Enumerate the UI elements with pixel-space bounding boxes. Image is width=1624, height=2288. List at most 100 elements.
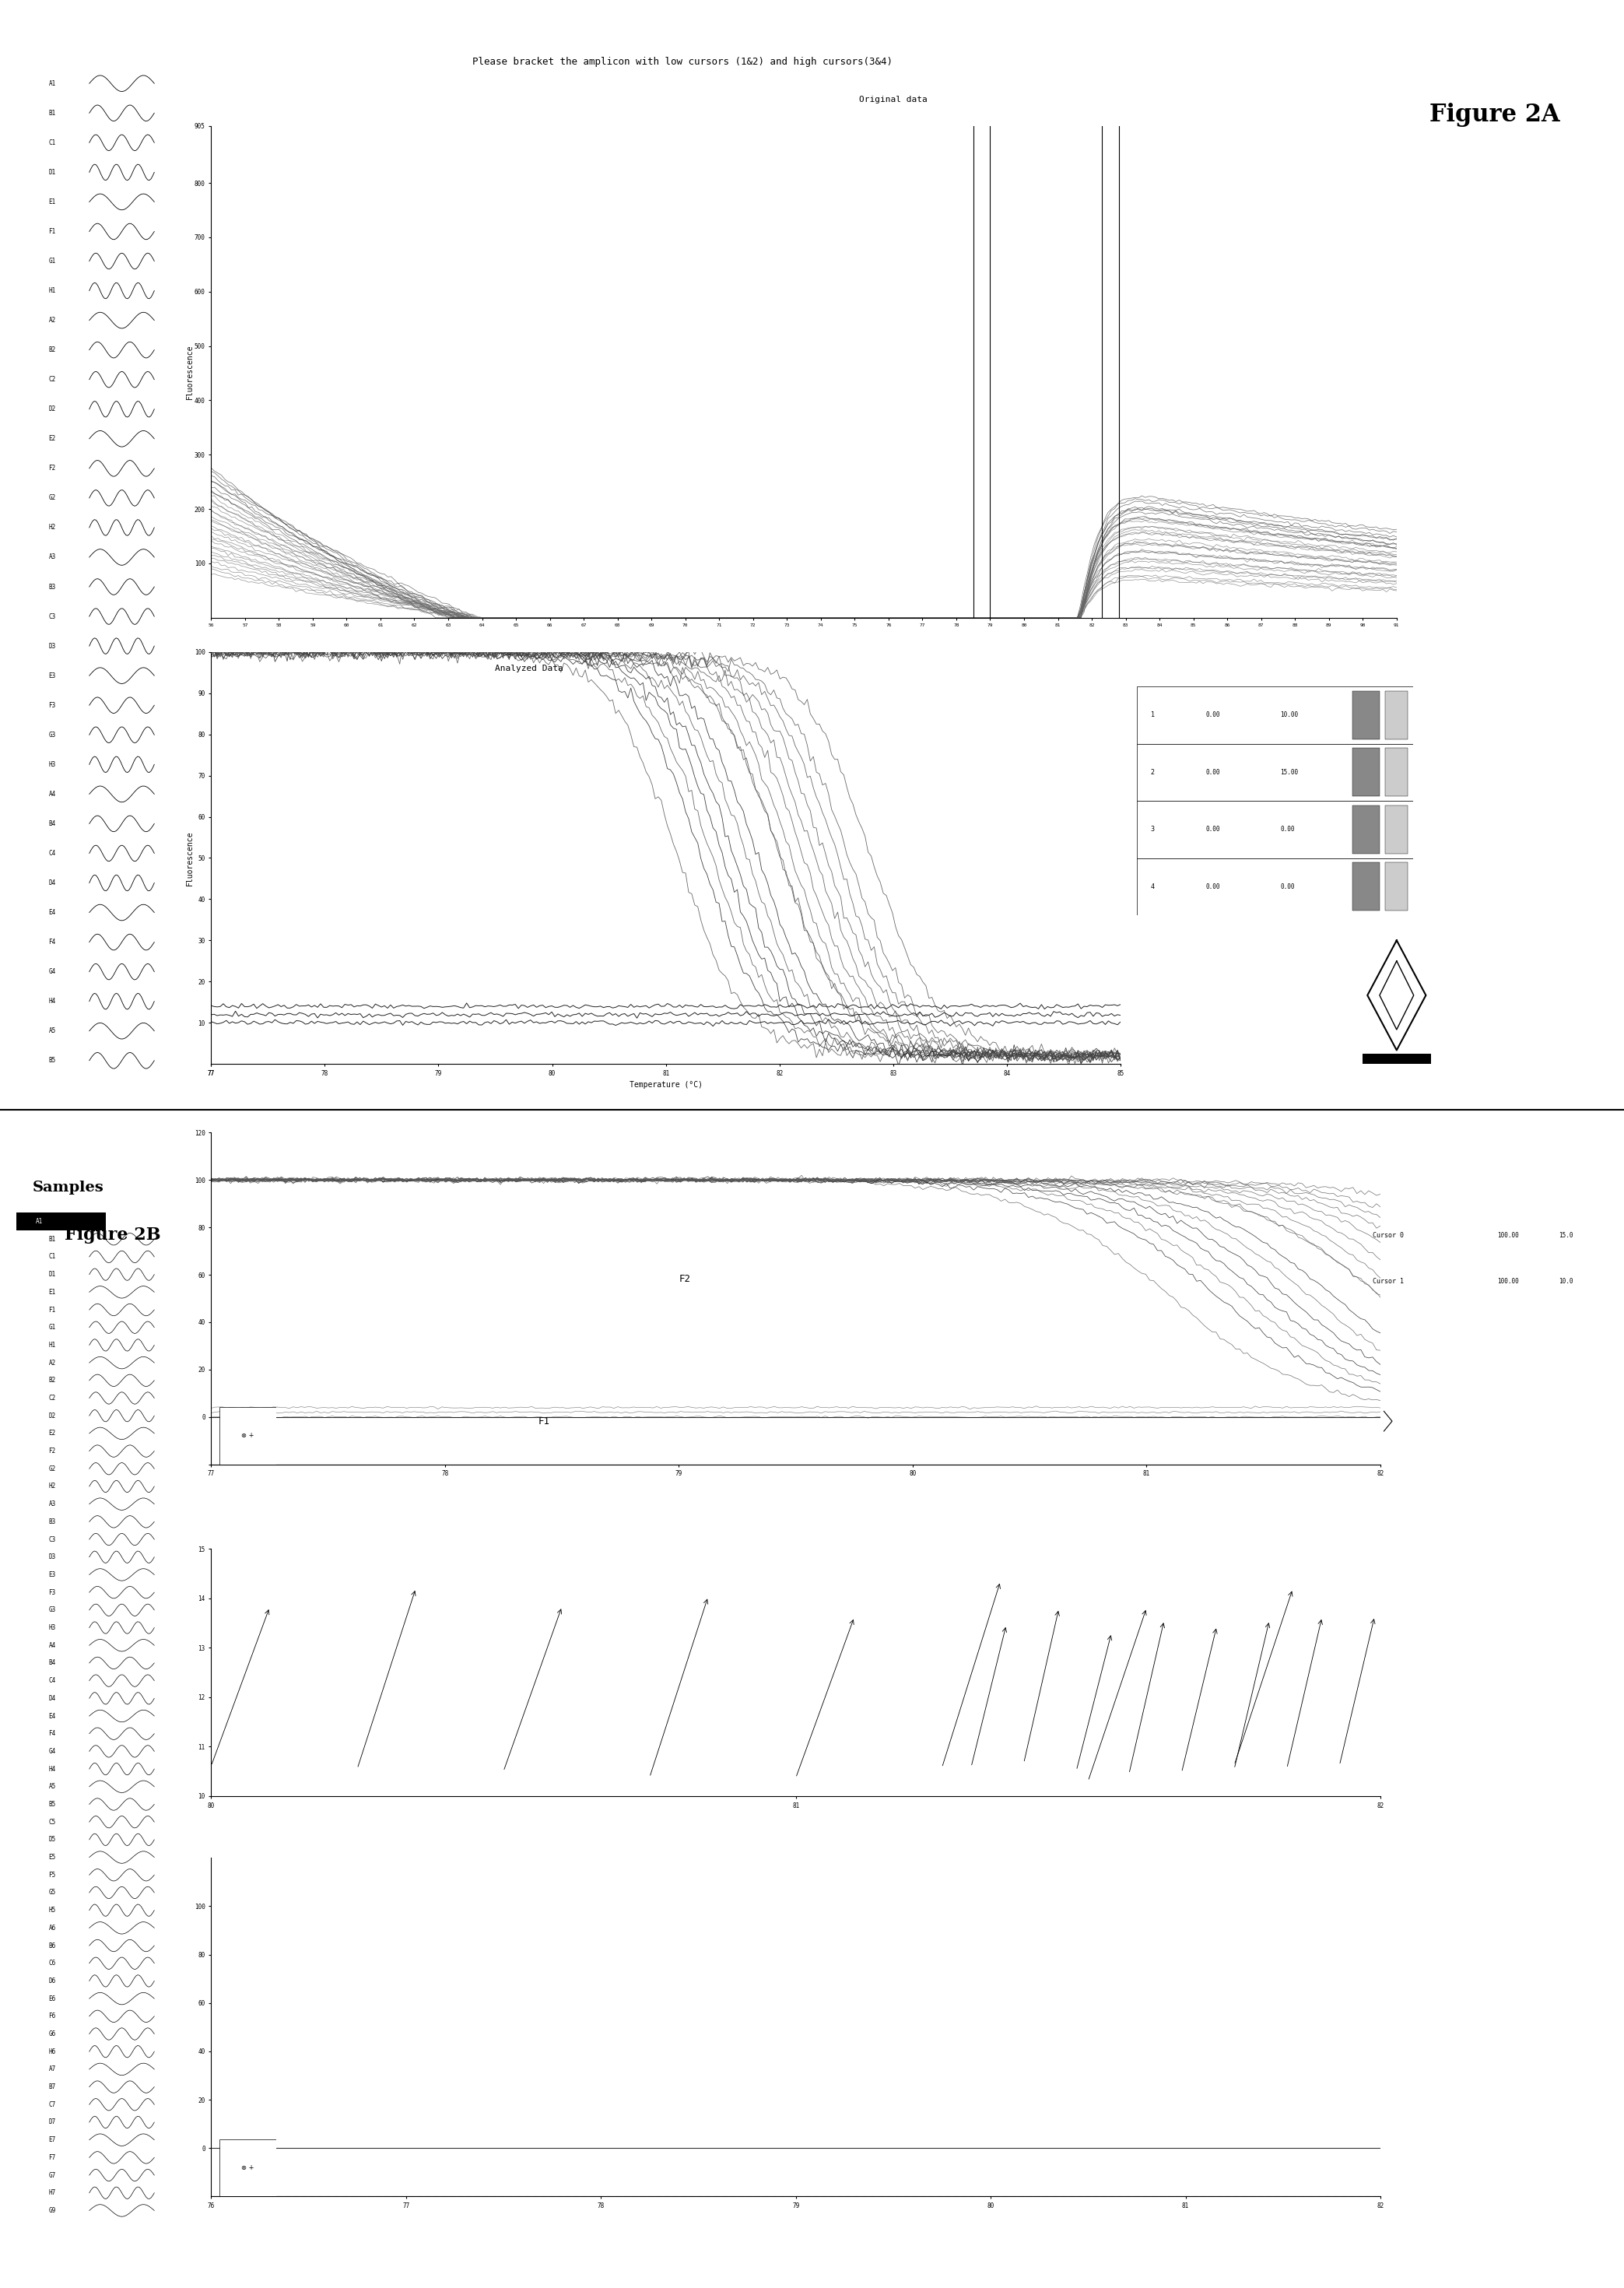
- Text: F2: F2: [679, 1274, 690, 1284]
- Text: H5: H5: [49, 1906, 55, 1913]
- Text: D4: D4: [49, 1695, 55, 1702]
- Text: ⊗ +: ⊗ +: [242, 1432, 253, 1439]
- Text: A3: A3: [49, 554, 55, 561]
- Text: H2: H2: [49, 1483, 55, 1489]
- Text: C5: C5: [49, 1819, 55, 1826]
- Text: Samples: Samples: [32, 1181, 104, 1194]
- Text: F7: F7: [49, 2153, 55, 2162]
- Y-axis label: Fluorescence: Fluorescence: [185, 345, 193, 398]
- Text: A1: A1: [36, 1217, 42, 1224]
- Text: F1: F1: [49, 1306, 55, 1313]
- Text: B3: B3: [49, 1519, 55, 1526]
- Text: B5: B5: [49, 1801, 55, 1808]
- Text: C3: C3: [49, 613, 55, 620]
- Text: G7: G7: [49, 2171, 55, 2178]
- Text: A2: A2: [49, 1359, 55, 1366]
- Text: H4: H4: [49, 1766, 55, 1773]
- Text: G1: G1: [49, 1325, 55, 1332]
- Text: F5: F5: [49, 1872, 55, 1878]
- Text: C1: C1: [49, 1254, 55, 1261]
- Text: B6: B6: [49, 1943, 55, 1949]
- Text: F6: F6: [49, 2013, 55, 2020]
- Text: G4: G4: [49, 1748, 55, 1755]
- Text: G5: G5: [49, 1890, 55, 1897]
- Text: ⊗ +: ⊗ +: [242, 2164, 253, 2171]
- Text: G6: G6: [49, 2029, 55, 2036]
- Text: E3: E3: [49, 673, 55, 680]
- Text: 0.00: 0.00: [1205, 826, 1220, 833]
- Text: B3: B3: [49, 583, 55, 590]
- Text: F2: F2: [49, 1448, 55, 1455]
- Text: 0.00: 0.00: [1205, 712, 1220, 718]
- Text: E2: E2: [49, 435, 55, 442]
- Text: 15.00: 15.00: [1280, 769, 1298, 776]
- Text: 0.00: 0.00: [1280, 826, 1294, 833]
- Text: E2: E2: [49, 1430, 55, 1437]
- Text: E3: E3: [49, 1572, 55, 1579]
- Text: F3: F3: [49, 1588, 55, 1595]
- Text: A1: A1: [49, 80, 55, 87]
- Text: E1: E1: [49, 199, 55, 206]
- Text: F1: F1: [49, 229, 55, 236]
- Text: 3: 3: [1150, 826, 1155, 833]
- Bar: [1385, 863, 1408, 911]
- Text: Original data: Original data: [859, 96, 927, 103]
- Text: Cursor 1: Cursor 1: [1372, 1277, 1403, 1286]
- Bar: [1353, 805, 1380, 853]
- Text: C6: C6: [49, 1961, 55, 1968]
- Text: G2: G2: [49, 494, 55, 501]
- Text: A5: A5: [49, 1782, 55, 1789]
- Bar: [1137, 801, 1413, 858]
- Text: H2: H2: [49, 524, 55, 531]
- Bar: [1363, 1052, 1431, 1064]
- Text: D7: D7: [49, 2119, 55, 2126]
- Text: E5: E5: [49, 1853, 55, 1860]
- Text: E6: E6: [49, 1995, 55, 2002]
- Text: H4: H4: [49, 998, 55, 1004]
- Text: E4: E4: [49, 1711, 55, 1721]
- Bar: [1385, 805, 1408, 853]
- Text: F2: F2: [49, 464, 55, 471]
- Text: C3: C3: [49, 1535, 55, 1542]
- Text: 1: 1: [1150, 712, 1155, 718]
- Text: C4: C4: [49, 849, 55, 856]
- Text: B7: B7: [49, 2084, 55, 2091]
- Text: Cursor 0: Cursor 0: [1372, 1231, 1403, 1240]
- Text: A7: A7: [49, 2066, 55, 2073]
- Text: Analyzed Data: Analyzed Data: [495, 664, 564, 673]
- Text: 0.00: 0.00: [1205, 769, 1220, 776]
- Text: B2: B2: [49, 1377, 55, 1384]
- Text: E4: E4: [49, 908, 55, 915]
- Text: 100.00: 100.00: [1497, 1277, 1518, 1286]
- Text: D4: D4: [49, 879, 55, 885]
- Text: D3: D3: [49, 1554, 55, 1560]
- Text: H6: H6: [49, 2048, 55, 2055]
- Text: E1: E1: [49, 1288, 55, 1295]
- Text: 100.00: 100.00: [1497, 1231, 1518, 1240]
- Text: B1: B1: [49, 110, 55, 117]
- Y-axis label: Fluorescence: Fluorescence: [185, 831, 193, 885]
- Text: Please bracket the amplicon with low cursors (1&2) and high cursors(3&4): Please bracket the amplicon with low cur…: [473, 57, 892, 66]
- Text: H1: H1: [49, 288, 55, 295]
- Text: D1: D1: [49, 169, 55, 176]
- Text: 15.0: 15.0: [1559, 1231, 1574, 1240]
- Bar: [1353, 863, 1380, 911]
- Text: 2: 2: [1150, 769, 1155, 776]
- Text: 10.00: 10.00: [1280, 712, 1298, 718]
- Text: B2: B2: [49, 345, 55, 352]
- Bar: [1137, 744, 1413, 801]
- Bar: [16, 1213, 106, 1231]
- Text: H7: H7: [49, 2190, 55, 2196]
- Text: F4: F4: [49, 1730, 55, 1737]
- Text: B4: B4: [49, 1659, 55, 1666]
- Text: F1: F1: [539, 1416, 551, 1428]
- Text: 10.0: 10.0: [1559, 1277, 1574, 1286]
- Text: E7: E7: [49, 2137, 55, 2144]
- Text: D1: D1: [49, 1270, 55, 1279]
- Text: F4: F4: [49, 938, 55, 945]
- Text: C2: C2: [49, 1396, 55, 1403]
- Text: B4: B4: [49, 819, 55, 828]
- Text: C2: C2: [49, 375, 55, 382]
- Bar: [1353, 691, 1380, 739]
- Text: H3: H3: [49, 1624, 55, 1631]
